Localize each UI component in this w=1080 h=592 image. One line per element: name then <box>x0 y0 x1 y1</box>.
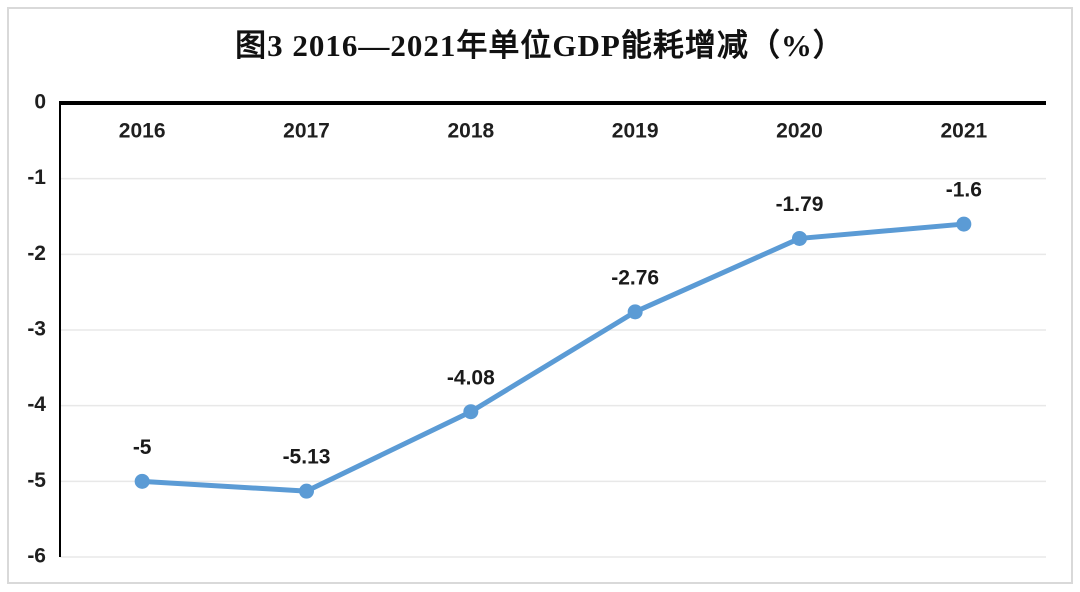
y-tick-label: -4 <box>27 393 46 416</box>
data-point-label: -1.79 <box>776 193 824 216</box>
data-point-marker <box>956 216 972 232</box>
y-tick-label: -6 <box>27 545 46 568</box>
x-category-label: 2020 <box>776 120 823 143</box>
chart-title: 图3 2016—2021年单位GDP能耗增减（%） <box>235 28 845 63</box>
y-tick-label: -5 <box>27 469 46 492</box>
data-point-label: -5 <box>133 436 152 459</box>
data-point-marker <box>627 304 643 320</box>
data-point-marker <box>792 230 807 246</box>
data-point-label: -1.6 <box>946 179 982 202</box>
x-category-label: 2021 <box>940 120 987 143</box>
x-category-label: 2017 <box>283 120 330 143</box>
x-category-label: 2019 <box>612 120 659 143</box>
data-point-label: -5.13 <box>283 446 331 469</box>
data-point-label: -4.08 <box>447 366 495 389</box>
x-category-label: 2016 <box>119 120 166 143</box>
data-point-marker <box>134 473 150 489</box>
data-series-line <box>139 221 967 494</box>
y-tick-label: -3 <box>27 318 46 341</box>
y-tick-label: -2 <box>27 242 46 265</box>
y-tick-label: 0 <box>34 91 46 114</box>
y-tick-label: -1 <box>27 166 46 189</box>
data-point-marker <box>299 483 314 499</box>
x-category-label: 2018 <box>447 120 494 143</box>
data-point-label: -2.76 <box>611 266 659 289</box>
data-point-marker <box>463 404 479 420</box>
